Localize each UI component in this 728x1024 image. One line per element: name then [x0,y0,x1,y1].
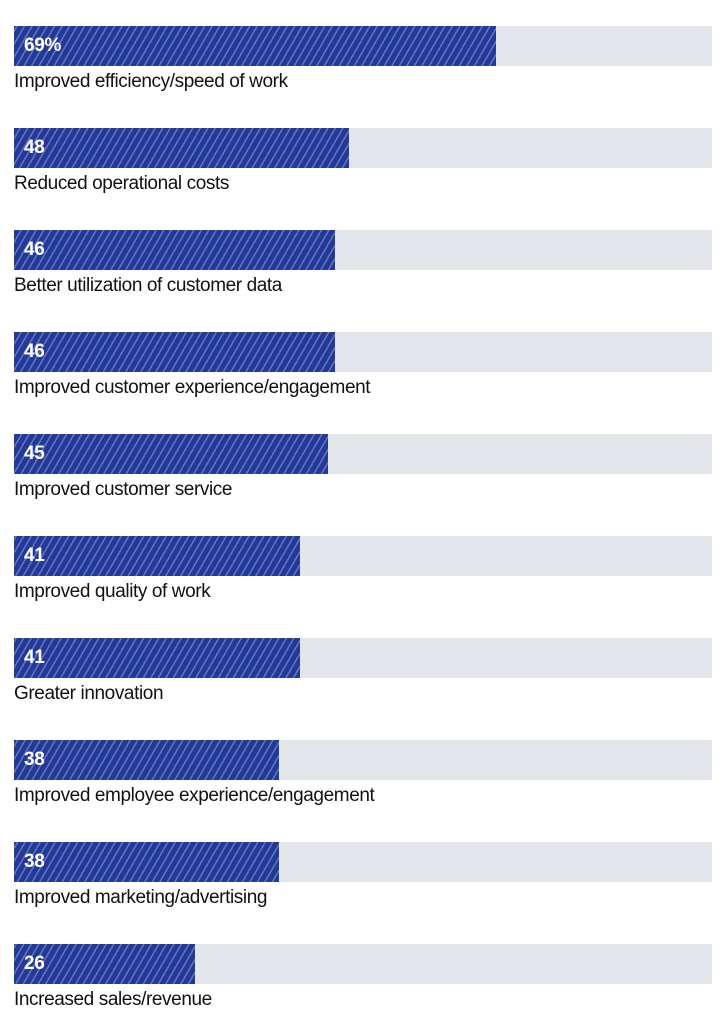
bar-value-label: 41 [24,647,45,668]
bar [14,842,280,882]
bar-row: 45 Improved customer service [14,434,712,502]
bar [14,740,280,780]
bar-track: 46 [14,230,712,270]
bar [14,26,496,66]
bar-value-label: 41 [24,545,45,566]
bar-track: 69% [14,26,712,66]
bar-category-label: Better utilization of customer data [14,275,282,296]
bar-value-label: 38 [24,851,45,872]
bar-track: 26 [14,944,712,984]
bar-category-label: Increased sales/revenue [14,989,212,1010]
bar-category-label: Improved marketing/advertising [14,887,268,908]
bar [14,536,301,576]
bar [14,128,350,168]
bar-track: 46 [14,332,712,372]
bar [14,638,301,678]
bar [14,332,336,372]
bar-row: 26 Increased sales/revenue [14,944,712,1012]
bar-value-label: 45 [24,443,45,464]
bar-category-label: Improved efficiency/speed of work [14,71,288,92]
bar-value-label: 38 [24,749,45,770]
bar-row: 38 Improved employee experience/engagemen… [14,740,712,808]
bar-value-label: 46 [24,341,45,362]
bar-track: 45 [14,434,712,474]
bar-category-label: Greater innovation [14,683,164,704]
bar-category-label: Improved quality of work [14,581,211,602]
bar-track: 41 [14,638,712,678]
bar-value-label: 46 [24,239,45,260]
bar-track: 41 [14,536,712,576]
bar-row: 48 Reduced operational costs [14,128,712,196]
bar-category-label: Reduced operational costs [14,173,229,194]
bar [14,944,196,984]
bar [14,434,329,474]
bar-row: 69% Improved efficiency/speed of work [14,26,712,94]
bar-category-label: Improved employee experience/engagement [14,785,375,806]
bar-category-label: Improved customer experience/engagement [14,377,371,398]
bar-row: 46 Improved customer experience/engagemen… [14,332,712,400]
bar-row: 41 Greater innovation [14,638,712,706]
bar-row: 41 Improved quality of work [14,536,712,604]
bar [14,230,336,270]
bar-value-label: 69% [24,35,62,56]
bar-value-label: 26 [24,953,45,974]
bar-track: 48 [14,128,712,168]
bar-row: 46 Better utilization of customer data [14,230,712,298]
bar-row: 38 Improved marketing/advertising [14,842,712,910]
bar-track: 38 [14,740,712,780]
bar-category-label: Improved customer service [14,479,233,500]
bar-value-label: 48 [24,137,45,158]
bar-track: 38 [14,842,712,882]
